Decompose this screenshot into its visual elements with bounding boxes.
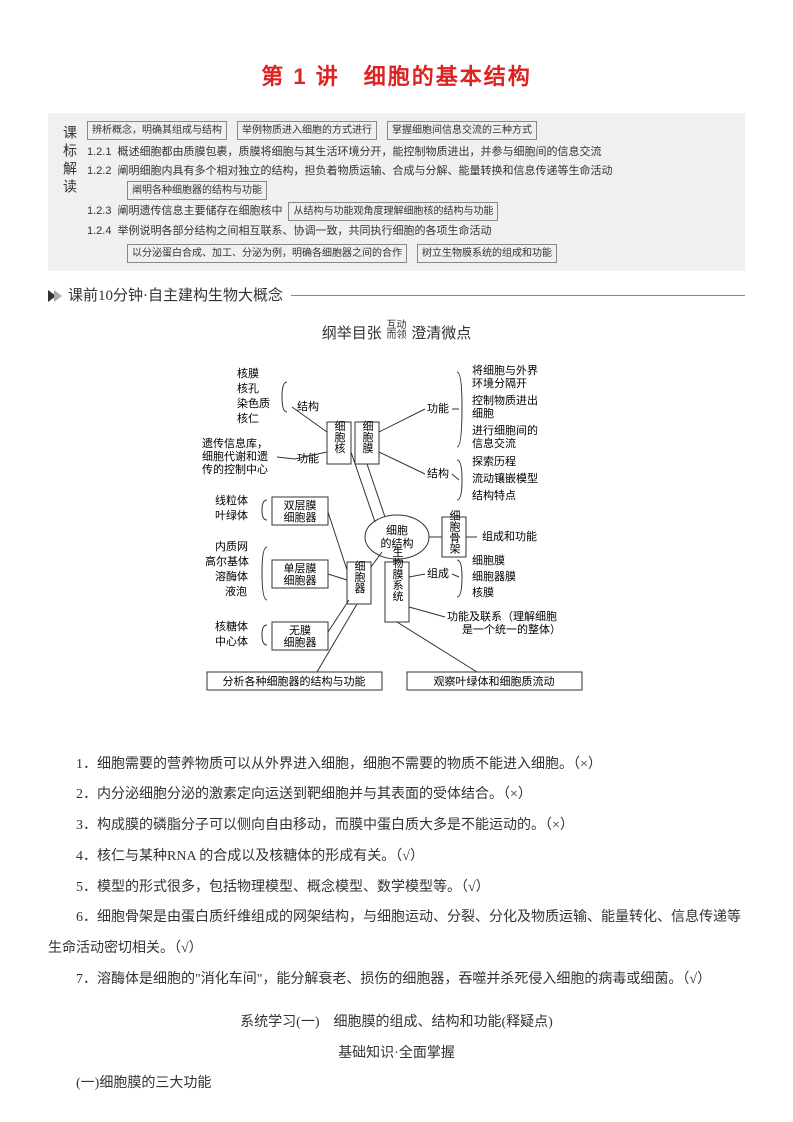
map-org-d1: 叶绿体 (215, 508, 248, 522)
map-org-single-2: 细胞器 (283, 574, 316, 587)
statement-5: 5．模型的形式很多，包括物理模型、概念模型、数学模型等。（√） (48, 873, 745, 904)
section-marker: 课前10分钟·自主建构生物大概念 (48, 285, 745, 308)
std-line-1: 1.2.2 阐明细胞内具有多个相对独立的结构，担负着物质运输、合成与分解、能量转… (87, 163, 735, 180)
map-biomem-label: 生物膜系统 (391, 545, 404, 601)
map-org-s3: 液泡 (225, 584, 247, 598)
marker-arrows-icon (48, 290, 60, 302)
map-mem-s2: 结构特点 (472, 488, 516, 502)
std-line-mid: 阐明各种细胞器的结构与功能 (87, 181, 735, 200)
std-bot-box-0: 以分泌蛋白合成、加工、分泌为例，明确各细胞器之间的合作 (127, 244, 407, 263)
map-biomem-comp-label: 组成 (427, 566, 449, 580)
map-mem-s1: 流动镶嵌模型 (472, 471, 538, 485)
map-biomem-func1: 功能及联系（理解细胞 (447, 609, 557, 623)
statement-6: 6．细胞骨架是由蛋白质纤维组成的网架结构，与细胞运动、分裂、分化及物质运输、能量… (48, 903, 745, 965)
map-biomem-func2: 是一个统一的整体） (462, 622, 561, 636)
statements-block: 1．细胞需要的营养物质可以从外界进入细胞，细胞不需要的物质不能进入细胞。（×） … (48, 750, 745, 996)
std-text-4: 举例说明各部分结构之间相互联系、协调一致，共同执行细胞的各项生命活动 (117, 223, 491, 240)
map-mem-struct-label: 结构 (427, 466, 449, 480)
page-title: 第 1 讲 细胞的基本结构 (48, 60, 745, 93)
map-nucleus-s0: 核膜 (237, 366, 259, 380)
map-central-1: 细胞 (386, 524, 408, 537)
standards-box: 课标解读 辨析概念，明确其组成与结构 举例物质进入细胞的方式进行 掌握细胞间信息… (48, 113, 745, 271)
concept-map: 细胞 的结构 细胞核 结构 核膜 核孔 染色质 核仁 功能 遗传信息库， 细胞代… (48, 352, 745, 732)
marker-text: 课前10分钟·自主建构生物大概念 (68, 285, 283, 308)
std-bot-box-1: 树立生物膜系统的组成和功能 (417, 244, 557, 263)
map-nucleus-func-t2: 细胞代谢和遗 (202, 449, 268, 463)
map-nucleus-s3: 核仁 (237, 411, 259, 425)
std-mid-box: 阐明各种细胞器的结构与功能 (127, 181, 267, 200)
std-text-0: 概述细胞都由质膜包裹，质膜将细胞与其生活环境分开，能控制物质进出，并参与细胞间的… (117, 144, 601, 161)
map-mem-f0a: 将细胞与外界 (472, 364, 538, 377)
std-line-0: 1.2.1 概述细胞都由质膜包裹，质膜将细胞与其生活环境分开，能控制物质进出，并… (87, 144, 735, 161)
statement-1: 1．细胞需要的营养物质可以从外界进入细胞，细胞不需要的物质不能进入细胞。（×） (48, 750, 745, 781)
statement-7: 7．溶酶体是细胞的"消化车间"，能分解衰老、损伤的细胞器，吞噬并杀死侵入细胞的病… (48, 965, 745, 996)
map-org-none-2: 细胞器 (283, 636, 316, 649)
map-biomem-c2: 核膜 (472, 585, 494, 599)
std-num-1: 1.2.2 (87, 163, 111, 180)
map-nucleus-s2: 染色质 (237, 396, 270, 410)
std-top-box-2: 掌握细胞间信息交流的三种方式 (387, 121, 537, 140)
std-num-0: 1.2.1 (87, 144, 111, 161)
sub-heading-1: (一)细胞膜的三大功能 (48, 1069, 745, 1100)
map-org-s1: 高尔基体 (205, 554, 249, 568)
map-nucleus-s1: 核孔 (237, 381, 259, 395)
concept-subtitle: 纲举目张 互动 而领 澄清微点 (48, 321, 745, 346)
map-biomem-bottom: 观察叶绿体和细胞质流动 (433, 674, 554, 688)
map-skel-right: 组成和功能 (482, 529, 537, 543)
map-biomem-c0: 细胞膜 (472, 554, 505, 567)
subtitle-sep-bot: 而领 (386, 331, 408, 341)
map-nucleus-struct-label: 结构 (297, 399, 319, 413)
map-org-single-1: 单层膜 (283, 562, 316, 575)
basic-knowledge-heading: 基础知识·全面掌握 (48, 1039, 745, 1070)
std-text-3: 阐明遗传信息主要储存在细胞核中 (117, 203, 282, 220)
map-org-none-1: 无膜 (289, 624, 311, 637)
map-nucleus-func-t3: 传的控制中心 (202, 462, 268, 476)
system-learn-heading: 系统学习(一) 细胞膜的组成、结构和功能(释疑点) (48, 1008, 745, 1039)
std-line-3: 1.2.3 阐明遗传信息主要储存在细胞核中 从结构与功能观角度理解细胞核的结构与… (87, 202, 735, 221)
std-num-4: 1.2.4 (87, 223, 111, 240)
std-top-box-0: 辨析概念，明确其组成与结构 (87, 121, 227, 140)
std-line-4: 1.2.4 举例说明各部分结构之间相互联系、协调一致，共同执行细胞的各项生命活动 (87, 223, 735, 240)
marker-line (291, 295, 745, 296)
map-skel-label: 细胞骨架 (448, 509, 461, 553)
standards-label: 课标解读 (58, 121, 79, 197)
map-org-n0: 核糖体 (215, 619, 248, 633)
standards-body: 辨析概念，明确其组成与结构 举例物质进入细胞的方式进行 掌握细胞间信息交流的三种… (87, 121, 735, 263)
map-biomem-c1: 细胞器膜 (472, 570, 516, 583)
std-tail-box-3: 从结构与功能观角度理解细胞核的结构与功能 (288, 202, 498, 221)
map-org-s2: 溶酶体 (215, 569, 248, 583)
map-nucleus-func-t1: 遗传信息库， (202, 436, 268, 450)
map-mem-f2b: 信息交流 (472, 436, 516, 450)
map-org-double-2: 细胞器 (283, 511, 316, 524)
map-nucleus-label: 细胞核 (333, 420, 346, 454)
subtitle-sep: 互动 而领 (386, 321, 408, 341)
std-top-box-1: 举例物质进入细胞的方式进行 (237, 121, 377, 140)
map-mem-func-label: 功能 (427, 401, 449, 415)
std-num-3: 1.2.3 (87, 203, 111, 220)
subtitle-left: 纲举目张 (322, 326, 382, 342)
statement-3: 3．构成膜的磷脂分子可以侧向自由移动，而膜中蛋白质大多是不能运动的。（×） (48, 811, 745, 842)
map-mem-f1b: 细胞 (472, 407, 494, 420)
map-mem-f1a: 控制物质进出 (472, 393, 538, 407)
subtitle-right: 澄清微点 (411, 326, 471, 342)
statement-4: 4．核仁与某种RNA 的合成以及核糖体的形成有关。（√） (48, 842, 745, 873)
map-org-n1: 中心体 (215, 634, 248, 648)
map-mem-f0b: 环境分隔开 (472, 376, 527, 390)
map-org-label: 细胞器 (353, 560, 366, 594)
map-org-bottom: 分析各种细胞器的结构与功能 (222, 674, 365, 688)
map-mem-s0: 探索历程 (472, 454, 516, 468)
statement-2: 2．内分泌细胞分泌的激素定向运送到靶细胞并与其表面的受体结合。（×） (48, 780, 745, 811)
map-membrane-label: 细胞膜 (361, 420, 374, 454)
map-mem-f2a: 进行细胞间的 (472, 423, 538, 437)
std-text-1: 阐明细胞内具有多个相对独立的结构，担负着物质运输、合成与分解、能量转换和信息传递… (117, 163, 612, 180)
map-org-s0: 内质网 (215, 539, 248, 553)
map-org-d0: 线粒体 (215, 493, 248, 507)
map-org-double-1: 双层膜 (283, 499, 316, 512)
